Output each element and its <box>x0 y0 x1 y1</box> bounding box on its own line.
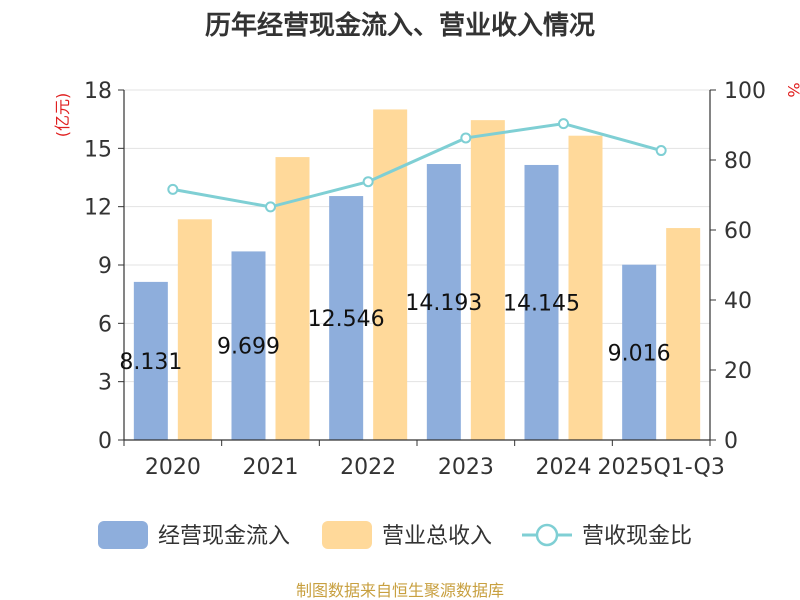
legend-ratio: 营收现金比 <box>522 523 692 549</box>
x-tick-label: 2022 <box>340 455 396 480</box>
cash-inflow-bar <box>524 164 559 441</box>
axes: 0 3 6 9 12 15 18 0 20 40 60 80 100 (亿元)% 2020 2021 2022 2… <box>53 79 800 480</box>
legend: 经营现金流入 营业总收入 营收现金比 <box>98 521 692 549</box>
revenue-bar <box>470 120 505 440</box>
cash-inflow-bar <box>231 251 266 440</box>
ratio-point <box>265 201 276 213</box>
legend-label: 经营现金流入 <box>158 524 290 549</box>
legend-swatch <box>322 521 372 549</box>
bar-data-label: 14.145 <box>503 291 580 316</box>
legend-label: 营业总收入 <box>382 524 492 549</box>
bar-data-label: 9.016 <box>608 341 671 366</box>
x-tick-label: 2021 <box>243 455 299 480</box>
revenue-bar <box>373 109 408 440</box>
source-note: 制图数据来自恒生聚源数据库 <box>296 581 504 600</box>
y-right-tick-label: 100 <box>724 79 766 104</box>
ratio-line-path <box>172 122 662 209</box>
cash-inflow-bar <box>133 281 168 440</box>
x-tick-label: 2024 <box>536 455 592 480</box>
grid-lines <box>124 89 710 383</box>
y-right-tick-label: 0 <box>724 429 738 454</box>
bar-data-label: 8.131 <box>119 350 182 375</box>
y-left-tick-label: 15 <box>84 137 112 162</box>
x-tick-label: 2020 <box>145 455 201 480</box>
y-left-tick-label: 0 <box>98 429 112 454</box>
legend-cash-inflow: 经营现金流入 <box>98 521 290 549</box>
revenue-bar <box>666 228 701 440</box>
x-tick-label: 2025Q1-Q3 <box>597 455 724 480</box>
ratio-point <box>167 183 179 195</box>
y-right-unit: % <box>784 82 800 97</box>
y-left-tick-label: 3 <box>98 371 112 396</box>
revenue-bar <box>177 219 212 440</box>
ratio-point <box>362 176 374 188</box>
y-left-tick-label: 9 <box>98 254 112 279</box>
bar-data-label: 12.546 <box>308 307 385 332</box>
y-left-unit: (亿元) <box>53 93 72 138</box>
y-left-tick-label: 12 <box>84 196 112 221</box>
y-right-tick-label: 60 <box>724 219 752 244</box>
bars <box>133 109 701 441</box>
y-right-tick-label: 40 <box>724 289 752 314</box>
bar-labels: 8.131 9.699 12.546 14.193 14.145 9.016 <box>119 291 670 375</box>
legend-revenue: 营业总收入 <box>322 521 492 549</box>
ratio-line <box>167 118 667 213</box>
y-right-tick-label: 20 <box>724 359 752 384</box>
chart-title: 历年经营现金流入、营业收入情况 <box>205 10 595 41</box>
ratio-point <box>460 132 472 144</box>
y-left-tick-label: 18 <box>84 79 112 104</box>
legend-swatch <box>98 521 148 549</box>
x-tick-label: 2023 <box>438 455 494 480</box>
ratio-point <box>558 118 569 130</box>
legend-marker <box>535 523 559 547</box>
legend-label: 营收现金比 <box>582 524 692 549</box>
cash-inflow-bar <box>622 264 657 440</box>
cash-inflow-bar <box>426 164 461 440</box>
cash-inflow-bar <box>329 196 364 440</box>
y-left-tick-label: 6 <box>98 312 112 337</box>
y-right-tick-label: 80 <box>724 149 752 174</box>
revenue-bar <box>568 135 603 440</box>
bar-data-label: 9.699 <box>217 335 280 360</box>
ratio-point <box>655 145 667 157</box>
bar-data-label: 14.193 <box>405 291 482 316</box>
